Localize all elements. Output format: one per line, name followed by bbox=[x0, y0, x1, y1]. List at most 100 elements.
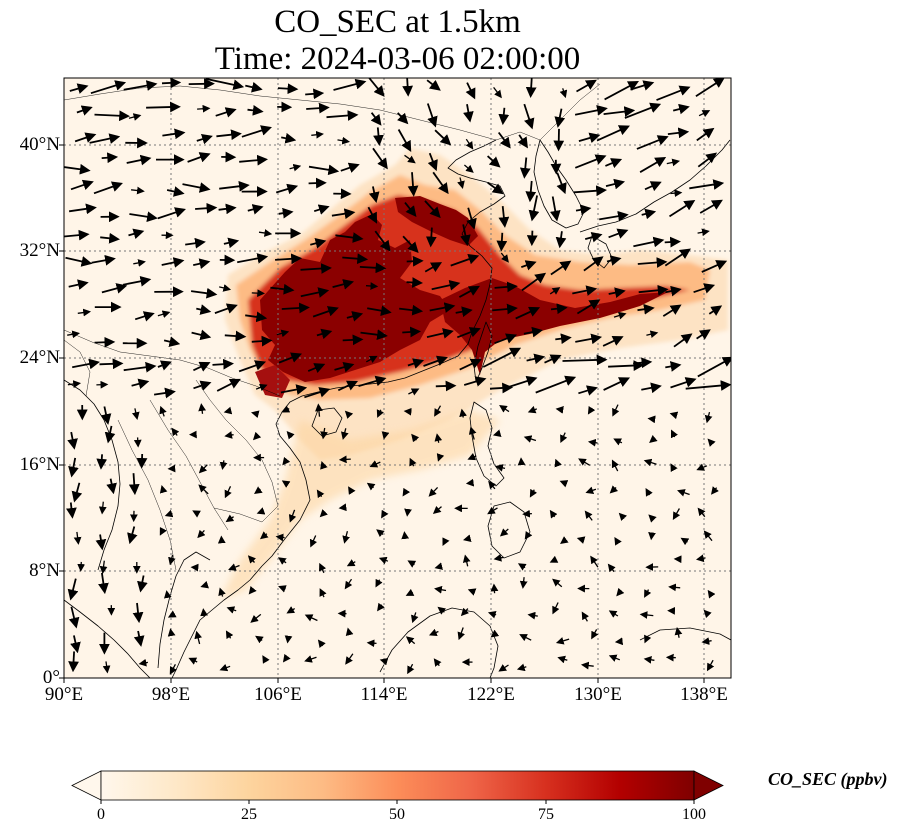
wind-vector bbox=[193, 258, 211, 269]
coast-sumatra bbox=[64, 599, 151, 678]
wind-vector bbox=[459, 358, 482, 371]
wind-vector bbox=[670, 463, 678, 473]
wind-vector bbox=[695, 554, 706, 563]
wind-vector bbox=[241, 125, 272, 138]
wind-vector bbox=[277, 83, 299, 95]
wind-vector bbox=[161, 257, 185, 268]
wind-vector bbox=[555, 637, 570, 645]
wind-vector bbox=[590, 555, 599, 568]
lon-tick-114e: 114°E bbox=[360, 684, 408, 705]
wind-vector bbox=[674, 626, 683, 638]
wind-vector bbox=[482, 347, 522, 368]
wind-vector bbox=[467, 452, 477, 461]
wind-vector bbox=[490, 629, 500, 638]
wind-vector bbox=[637, 257, 668, 268]
wind-vector bbox=[498, 107, 510, 126]
wind-vector bbox=[159, 405, 167, 417]
wind-vector bbox=[226, 606, 237, 614]
wind-vector bbox=[432, 505, 442, 514]
wind-vector bbox=[573, 185, 607, 197]
wind-vector bbox=[524, 530, 533, 540]
wind-vector bbox=[605, 178, 626, 190]
wind-vector bbox=[559, 88, 568, 99]
wind-vector bbox=[608, 610, 619, 618]
wind-vector bbox=[614, 536, 622, 546]
wind-vector bbox=[304, 387, 331, 399]
wind-vector bbox=[488, 480, 497, 490]
wind-vector bbox=[562, 354, 608, 366]
wind-vector bbox=[402, 326, 421, 338]
wind-vector bbox=[338, 455, 351, 464]
wind-vector bbox=[407, 358, 425, 369]
wind-vector bbox=[255, 383, 268, 392]
wind-vector bbox=[256, 507, 266, 515]
wind-vector bbox=[436, 453, 445, 462]
wind-vector bbox=[602, 335, 624, 347]
wind-vector bbox=[101, 283, 128, 294]
wind-vector bbox=[576, 79, 597, 93]
wind-vector bbox=[275, 183, 299, 195]
wind-vector bbox=[146, 101, 181, 113]
wind-vector bbox=[376, 409, 384, 418]
wind-vector bbox=[458, 285, 480, 298]
wind-vector bbox=[251, 289, 266, 298]
wind-vector bbox=[196, 304, 212, 315]
wind-vector bbox=[492, 303, 518, 315]
wind-vector bbox=[254, 486, 263, 495]
wind-vector bbox=[457, 177, 465, 189]
wind-vector bbox=[467, 588, 477, 596]
wind-vector bbox=[685, 380, 731, 391]
wind-vector bbox=[516, 663, 527, 672]
plume-core-west bbox=[260, 214, 450, 382]
wind-vector bbox=[94, 336, 116, 348]
wind-vector bbox=[697, 507, 706, 518]
wind-vector bbox=[613, 438, 623, 446]
wind-vector bbox=[411, 433, 420, 443]
wind-vector bbox=[67, 380, 82, 388]
wind-vector bbox=[68, 651, 79, 673]
wind-vector bbox=[164, 590, 172, 599]
wind-vector bbox=[198, 484, 209, 495]
wind-vector bbox=[304, 655, 317, 663]
wind-vector bbox=[191, 329, 212, 341]
wind-vector bbox=[157, 207, 186, 220]
wind-vector bbox=[605, 158, 623, 169]
wind-vector bbox=[98, 501, 107, 515]
wind-vector bbox=[603, 106, 636, 117]
wind-vector bbox=[373, 127, 384, 146]
wind-vector bbox=[225, 630, 234, 640]
colorbar-tick-100: 100 bbox=[682, 806, 706, 823]
wind-vector bbox=[224, 431, 234, 439]
wind-vector bbox=[699, 199, 723, 214]
wind-vector bbox=[262, 655, 270, 664]
wind-vector bbox=[515, 306, 541, 320]
wind-vector bbox=[77, 561, 86, 572]
wind-vector bbox=[633, 357, 653, 369]
wind-vector bbox=[126, 154, 152, 166]
wind-vector bbox=[216, 129, 242, 141]
wind-vector bbox=[434, 433, 443, 443]
wind-vector bbox=[431, 279, 461, 291]
lon-tick-138e: 138°E bbox=[680, 684, 728, 705]
wind-vector bbox=[667, 127, 690, 139]
wind-vector bbox=[190, 287, 218, 299]
wind-vector bbox=[404, 202, 417, 218]
wind-vector bbox=[459, 408, 467, 418]
wind-vector bbox=[423, 355, 448, 367]
wind-vector bbox=[434, 129, 452, 146]
wind-vector bbox=[557, 655, 568, 664]
wind-vector bbox=[366, 639, 377, 648]
wind-vector bbox=[326, 110, 359, 121]
wind-vector bbox=[312, 306, 339, 318]
wind-vector bbox=[153, 387, 176, 399]
wind-vector bbox=[334, 361, 355, 373]
wind-vector bbox=[578, 132, 601, 144]
wind-vector bbox=[643, 655, 655, 664]
wind-vector bbox=[526, 353, 546, 365]
wind-vector bbox=[560, 536, 569, 544]
wind-vector bbox=[463, 164, 474, 173]
wind-vector bbox=[695, 78, 725, 98]
coast-new-guinea bbox=[639, 627, 731, 641]
wind-vector bbox=[575, 333, 603, 345]
wind-vector bbox=[426, 103, 438, 128]
